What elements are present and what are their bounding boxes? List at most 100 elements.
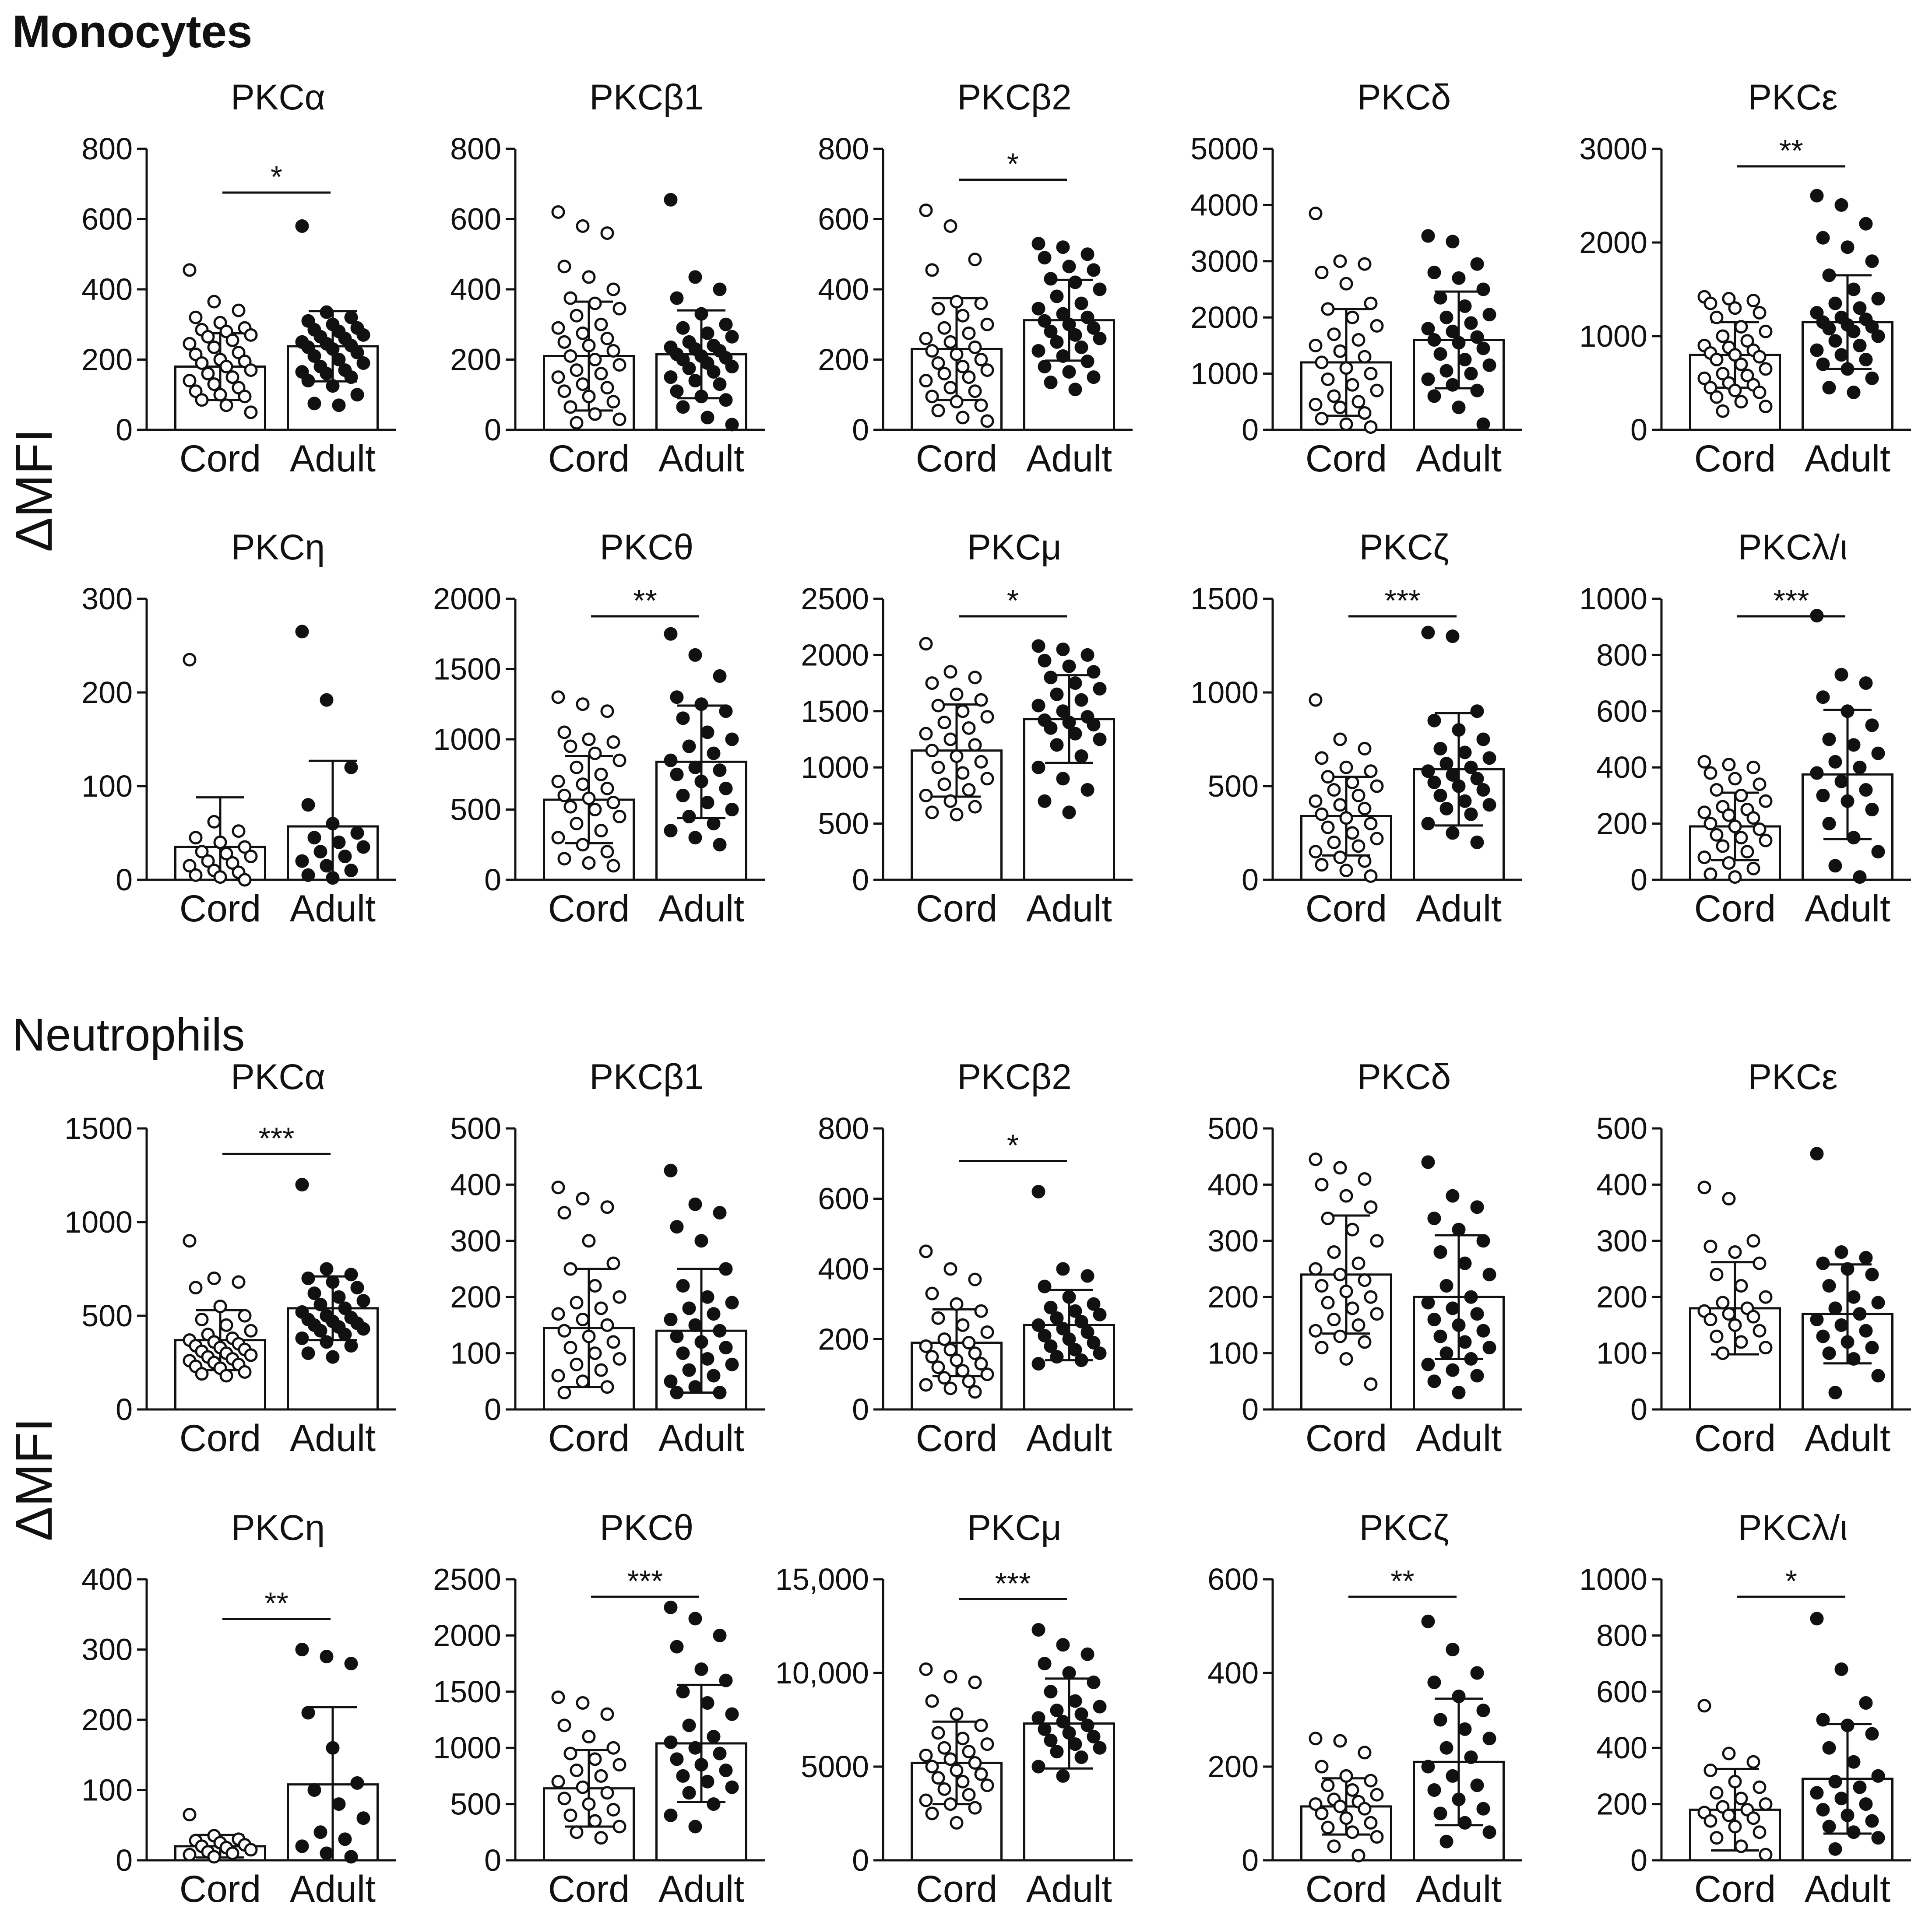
data-point-cord: [551, 831, 565, 845]
data-point-adult: [1859, 1324, 1873, 1338]
data-point-cord: [919, 788, 933, 802]
category-label-adult: Adult: [1805, 1868, 1890, 1908]
data-point-cord: [576, 219, 590, 233]
data-point-adult: [1859, 676, 1873, 690]
significance-marker: **: [1390, 1564, 1414, 1598]
data-point-adult: [1439, 310, 1453, 324]
y-tick-label: 500: [1207, 1111, 1259, 1146]
data-point-cord: [937, 715, 951, 729]
data-point-cord: [1321, 1211, 1335, 1225]
data-point-adult: [1810, 1313, 1824, 1327]
data-point-adult: [332, 835, 346, 849]
data-point-cord: [1321, 1778, 1335, 1792]
data-point-adult: [1068, 727, 1082, 741]
data-point-adult: [1834, 348, 1848, 362]
data-point-adult: [1828, 296, 1842, 310]
data-point-adult: [1446, 378, 1460, 392]
data-point-cord: [219, 1369, 233, 1383]
data-point-cord: [937, 777, 951, 791]
y-tick-label: 500: [450, 1111, 501, 1146]
data-point-cord: [956, 309, 970, 323]
data-point-adult: [326, 1350, 340, 1364]
data-point-cord: [1339, 277, 1353, 291]
y-tick-label: 1000: [1579, 1562, 1647, 1596]
data-point-cord: [557, 1324, 571, 1338]
data-point-cord: [919, 1748, 933, 1762]
data-point-adult: [320, 1650, 334, 1664]
data-point-adult: [694, 697, 708, 711]
panel-5: PKCη 0 100 200 300 Cord Adult: [81, 527, 396, 930]
data-point-cord: [1364, 1774, 1378, 1788]
panel-title: PKCβ2: [957, 77, 1071, 117]
data-point-cord: [183, 859, 197, 873]
data-point-cord: [594, 767, 608, 781]
y-tick-label: 200: [1596, 1787, 1647, 1821]
data-point-adult: [1421, 322, 1435, 336]
data-point-adult: [1458, 1816, 1472, 1830]
y-tick-label: 0: [1242, 1843, 1259, 1877]
data-point-adult: [1865, 1341, 1879, 1355]
data-point-adult: [1031, 344, 1045, 358]
data-point-cord: [1753, 1825, 1767, 1839]
data-point-adult: [1458, 299, 1472, 313]
data-point-cord: [588, 1752, 602, 1766]
data-point-cord: [1345, 1301, 1359, 1315]
data-point-adult: [700, 1290, 714, 1304]
category-label-cord: Cord: [1306, 438, 1387, 480]
data-point-adult: [338, 1328, 352, 1342]
significance-marker: ***: [1385, 583, 1421, 618]
data-point-adult: [707, 746, 721, 760]
panel-9: PKCλ/ι 0 200 400 600 800 1000 Cord Adult ***: [1579, 527, 1911, 930]
y-tick-label: 0: [116, 1843, 133, 1877]
data-point-adult: [313, 845, 327, 859]
data-point-cord: [1358, 406, 1372, 420]
data-point-adult: [301, 374, 315, 388]
data-point-adult: [1464, 1352, 1478, 1366]
category-label-adult: Adult: [290, 438, 376, 480]
data-point-adult: [338, 1301, 352, 1315]
panel-7: PKCμ 0 500 1000 1500 2000 2500 Cord Adult *: [801, 527, 1133, 930]
data-point-cord: [563, 1262, 577, 1276]
data-point-adult: [1482, 1825, 1496, 1839]
data-point-cord: [925, 1286, 939, 1300]
data-point-adult: [713, 377, 727, 391]
category-label-cord: Cord: [179, 888, 261, 930]
data-point-adult: [326, 817, 340, 831]
data-point-cord: [968, 340, 982, 354]
data-point-cord: [606, 1803, 620, 1817]
data-point-adult: [1446, 1769, 1460, 1783]
data-point-adult: [700, 795, 714, 809]
data-point-cord: [570, 760, 584, 774]
panel-title: PKCβ1: [589, 77, 704, 117]
data-point-cord: [582, 1797, 596, 1811]
data-point-adult: [320, 367, 334, 381]
data-point-adult: [307, 1783, 321, 1797]
data-point-cord: [1315, 265, 1329, 279]
data-point-adult: [664, 1600, 678, 1614]
data-point-adult: [320, 1262, 334, 1276]
category-label-cord: Cord: [916, 1417, 997, 1459]
y-tick-label: 3000: [1190, 244, 1259, 278]
data-point-cord: [1364, 817, 1378, 831]
data-point-cord: [1716, 329, 1730, 343]
y-tick-label: 0: [1630, 1843, 1647, 1877]
data-point-cord: [1321, 372, 1335, 386]
y-tick-label: 400: [81, 1562, 133, 1596]
data-point-cord: [1703, 1240, 1717, 1254]
y-tick-label: 400: [1207, 1656, 1259, 1690]
data-point-adult: [1470, 772, 1484, 786]
y-tick-label: 200: [450, 1280, 501, 1314]
data-point-adult: [350, 1776, 364, 1790]
data-point-adult: [1038, 654, 1052, 668]
data-point-cord: [1728, 301, 1742, 315]
y-tick-label: 100: [81, 1773, 133, 1807]
data-point-cord: [1740, 369, 1754, 383]
data-point-adult: [1822, 381, 1836, 395]
data-point-cord: [943, 1343, 957, 1357]
data-point-cord: [1734, 788, 1748, 802]
data-point-cord: [980, 772, 994, 786]
panel-title: PKCβ1: [589, 1057, 704, 1097]
data-point-adult: [1828, 1774, 1842, 1789]
y-tick-label: 800: [1596, 638, 1647, 672]
